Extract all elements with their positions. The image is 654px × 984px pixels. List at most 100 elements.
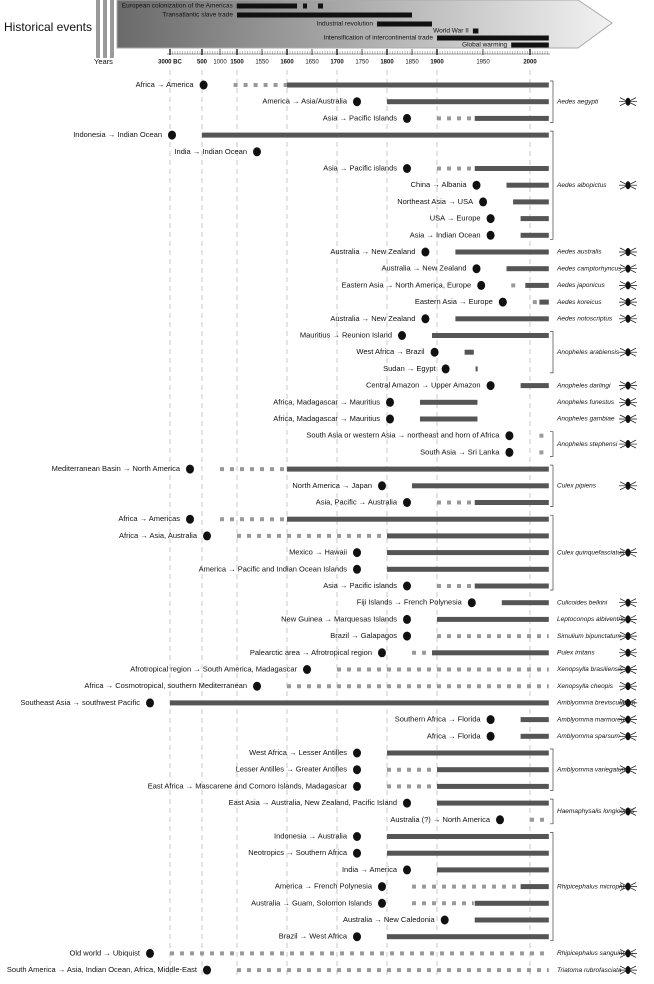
species-legs xyxy=(619,681,637,691)
route-label: Central Amazon → Upper Amazon xyxy=(366,381,481,390)
route-icon xyxy=(479,197,488,207)
group-bracket xyxy=(550,748,554,791)
route-label: Fiji Islands → French Polynesia xyxy=(357,598,463,607)
species-legs xyxy=(619,807,637,816)
route-label: Asia → Indian Ocean xyxy=(410,230,481,239)
route-icon xyxy=(386,414,394,424)
route-label: Eastern Asia → North America, Europe xyxy=(342,280,472,289)
route-icon xyxy=(505,447,514,457)
route-label: Lesser Antilles → Greater Antilles xyxy=(236,765,348,774)
species-legs xyxy=(619,598,637,608)
segment-solid xyxy=(474,166,549,171)
group-bracket xyxy=(550,514,554,591)
species-label: Aedes japonicus xyxy=(556,282,605,289)
species-label: Xenopsylla cheopis xyxy=(556,683,614,690)
route-label: America → Asia/Australia xyxy=(262,97,347,106)
segment-solid xyxy=(287,466,549,472)
species-label: Aedes notoscriptus xyxy=(556,316,613,323)
species-label: Xenopsylla brasiliensis xyxy=(556,666,624,673)
species-legs xyxy=(619,648,637,658)
route-icon xyxy=(498,297,507,307)
route-label: Australia → Guam, Solomon Islands xyxy=(251,898,372,907)
species-label: Culex quinquefasciatus xyxy=(557,549,625,556)
species-label: Rhipicephalus sanguineus xyxy=(557,950,634,957)
species-label: Amblyomma sparsum xyxy=(556,733,620,740)
species-label: Aedes camptorhyncus xyxy=(556,265,622,272)
event-bar xyxy=(437,35,549,41)
segment-solid xyxy=(202,132,549,138)
x-tick-label: 1650 xyxy=(305,60,319,66)
route-icon xyxy=(467,598,476,608)
species-legs xyxy=(619,397,637,407)
species-legs xyxy=(619,949,637,958)
event-bar xyxy=(237,12,412,18)
x-tick-label: 1800 xyxy=(380,60,394,66)
segment-solid xyxy=(474,917,549,923)
route-icon xyxy=(353,548,361,558)
species-label: Haemaphysalis longicornis xyxy=(557,808,635,815)
route-icon xyxy=(353,748,361,758)
route-label: Asia → Pacific islands xyxy=(323,581,397,590)
species-legs xyxy=(619,439,637,449)
group-bracket xyxy=(550,431,554,457)
route-label: Mauritius → Reunion Island xyxy=(300,330,392,339)
event-label: Intensification of intercontinental trad… xyxy=(324,35,434,42)
segment-solid xyxy=(432,650,549,656)
route-label: Australia → New Zealand xyxy=(330,314,415,323)
route-icon xyxy=(303,665,311,674)
species-label: Culicoides belkini xyxy=(557,599,608,606)
segment-solid xyxy=(432,333,549,338)
event-bar xyxy=(511,42,549,48)
species-legs xyxy=(619,247,637,257)
species-legs xyxy=(619,264,637,274)
event-label: European colonization of the Americas xyxy=(122,3,234,10)
route-icon xyxy=(353,765,361,775)
segment-solid xyxy=(520,383,549,389)
route-label: Asia → Pacific islands xyxy=(323,163,397,172)
route-label: East Africa → Mascarene and Comoro Islan… xyxy=(148,781,348,790)
segment-solid xyxy=(287,82,549,88)
segment-solid xyxy=(506,182,549,188)
route-icon xyxy=(353,564,361,574)
species-legs xyxy=(619,481,637,491)
group-bracket xyxy=(550,80,554,123)
route-icon xyxy=(199,80,208,90)
route-label: Mediterranean Basin → North America xyxy=(52,464,181,473)
route-icon xyxy=(486,381,495,391)
route-icon xyxy=(486,230,495,240)
segment-solid xyxy=(475,366,478,372)
route-icon xyxy=(386,397,394,407)
route-label: East Asia → Australia, New Zealand, Paci… xyxy=(229,798,397,807)
route-label: Africa, Madagascar → Mauritius xyxy=(273,414,380,423)
x-tick-label: 1700 xyxy=(330,60,344,66)
route-label: South Asia → Sri Lanka xyxy=(420,447,500,456)
route-icon xyxy=(486,715,495,725)
route-icon xyxy=(186,514,194,524)
species-legs xyxy=(619,882,637,891)
route-icon xyxy=(472,264,481,274)
route-label: Asia, Pacific → Australia xyxy=(316,497,398,506)
route-icon xyxy=(477,280,486,290)
route-label: Northeast Asia → USA xyxy=(397,197,473,206)
segment-solid xyxy=(287,516,549,522)
segment-solid xyxy=(387,550,549,556)
route-label: Southeast Asia → southwest Pacific xyxy=(20,698,140,707)
species-legs xyxy=(619,965,637,975)
x-tick-label: 3000 BC xyxy=(158,60,182,66)
route-icon xyxy=(353,932,361,942)
segment-solid xyxy=(520,232,549,238)
segment-solid xyxy=(455,249,549,255)
species-label: Anopheles darlingi xyxy=(556,382,611,389)
decor-bar xyxy=(103,0,107,58)
x-tick-label: 1000 xyxy=(213,60,227,66)
segment-solid xyxy=(520,884,549,890)
species-label: Culex pipiens xyxy=(557,483,597,490)
segment-solid xyxy=(387,834,549,839)
route-icon xyxy=(353,832,361,841)
route-icon xyxy=(353,97,361,107)
route-icon xyxy=(403,798,411,808)
species-label: Aedes australis xyxy=(556,249,602,256)
species-legs xyxy=(619,381,637,390)
event-label: World War II xyxy=(433,28,469,35)
segment-solid xyxy=(525,282,549,288)
